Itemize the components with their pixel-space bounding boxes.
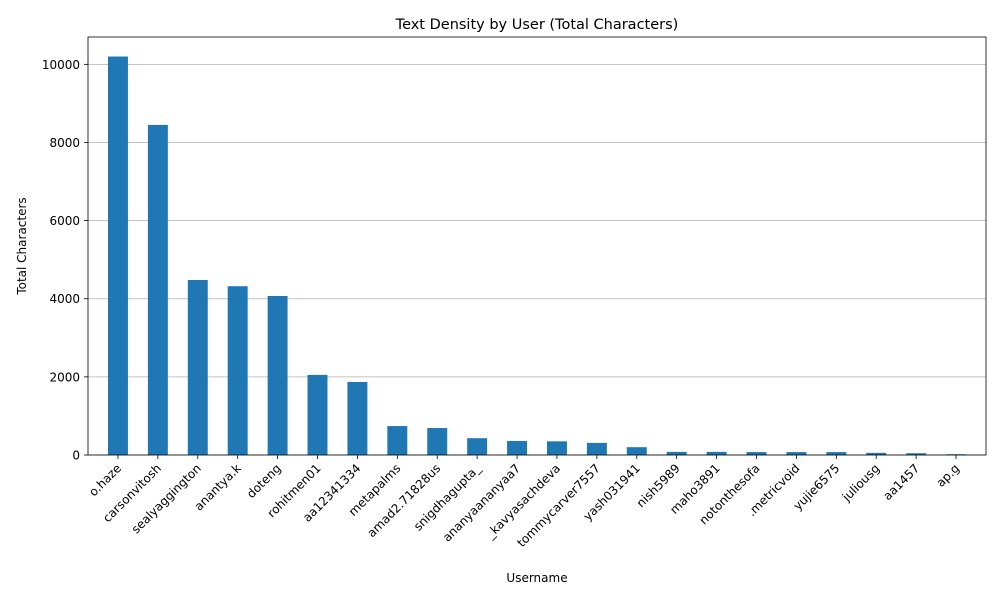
bar [586,442,607,455]
x-tick-label: aa1457 [880,461,922,503]
y-tick-label: 8000 [49,136,80,150]
bar [427,428,448,455]
bar [307,374,328,455]
bar [107,56,128,455]
bar [187,279,208,455]
bar [347,381,368,455]
bar [267,296,288,455]
bar [906,453,927,455]
bar [866,452,887,455]
x-tick-label: amad2.71828us [365,461,444,540]
x-tick-label: ap.g [934,461,963,490]
bar [227,286,248,455]
x-axis-label: Username [506,571,567,585]
bar [666,451,687,455]
bar [786,452,807,455]
y-axis-ticks: 0 2000 4000 6000 8000 10000 [42,58,88,463]
bar [546,441,567,455]
x-tick-label: sealyaggington [129,461,204,536]
axes [87,36,987,456]
y-tick-label: 0 [72,449,80,463]
bar [147,124,168,456]
y-tick-label: 2000 [49,370,80,384]
bar [467,438,488,455]
y-tick-label: 4000 [49,292,80,306]
x-tick-label: o.haze [86,461,124,499]
bar [507,440,528,455]
y-tick-label: 10000 [42,58,80,72]
x-tick-label: juliousg [839,461,882,504]
bar [706,451,727,455]
gridlines [88,63,986,456]
x-tick-label: _kavyasachdeva [483,461,564,542]
x-tick-label: doteng [244,461,284,501]
bar [626,447,647,455]
bars [107,56,967,456]
plot-frame [87,36,987,456]
x-axis-ticks: o.hazecarsonvitoshsealyaggingtonanantya.… [86,455,962,550]
y-tick-label: 6000 [49,214,80,228]
bar [746,452,767,455]
y-axis-label: Total Characters [15,197,29,295]
bar [387,426,408,455]
chart-title: Text Density by User (Total Characters) [395,17,679,33]
bar [826,452,847,455]
